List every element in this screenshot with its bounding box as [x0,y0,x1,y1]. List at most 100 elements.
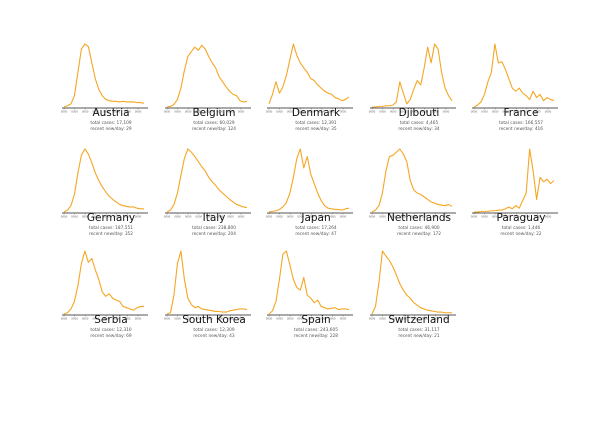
x-tick-label: 0000 [71,109,78,113]
x-tick-label: 0000 [238,109,245,113]
x-tick-label: 0000 [432,109,439,113]
x-tick-label: 0000 [379,109,386,113]
x-tick-label: 0000 [114,109,121,113]
chart-plot: 0000 0000 0000 0000 0000 0000 0000 0000 [164,44,251,113]
x-tick-label: 0000 [287,109,294,113]
x-tick-label: 0000 [422,214,429,218]
country-title: Spain [301,314,331,326]
x-tick-label: 0000 [103,109,110,113]
country-title: South Korea [182,314,246,326]
x-tick-label: 0000 [61,109,68,113]
country-title: Paraguay [496,212,546,224]
x-tick-label: 0000 [340,109,347,113]
country-title: Belgium [192,107,236,119]
country-panel-austria: 0000 0000 0000 0000 0000 0000 0000 0000 Austria t… [61,42,160,137]
country-panel-djibouti: 0000 0000 0000 0000 0000 0000 0000 0000 Djibouti… [369,42,468,137]
recent-new-per-day-label: recent new/day: 22 [500,231,542,237]
x-tick-label: 0000 [390,109,397,113]
chart-plot: 0000 0000 0000 0000 0000 0000 0000 0000 [164,148,251,218]
country-title: Japan [301,212,331,224]
x-tick-label: 0000 [379,316,386,320]
x-tick-label: 0000 [297,316,304,320]
country-panel-japan: 0000 0000 0000 0000 0000 0000 0000 0000 Japan tot… [266,147,365,242]
x-tick-label: 0000 [432,214,439,218]
chart-plot: 0000 0000 0000 0000 0000 0000 0000 0000 [61,250,148,320]
x-tick-label: 0000 [82,316,89,320]
series-line [63,250,144,315]
chart-plot: 0000 0000 0000 0000 0000 0000 0000 0000 [471,148,558,218]
series-line [474,148,555,213]
chart-plot: 0000 0000 0000 0000 0000 0000 0000 0000 [369,43,456,113]
country-title: Switzerland [388,314,450,326]
x-tick-label: 0000 [114,316,121,320]
series-line [166,148,248,213]
recent-new-per-day-label: recent new/day: 47 [295,231,337,237]
x-tick-label: 0000 [164,214,171,218]
total-cases-label: total cases: 60,029 [193,121,235,126]
x-tick-label: 0000 [513,214,520,218]
series-line [372,43,453,108]
x-tick-label: 0000 [329,214,336,218]
country-title: Djibouti [398,107,440,119]
chart-plot: 0000 0000 0000 0000 0000 0000 0000 0000 [471,43,558,113]
country-panel-belgium: 0000 0000 0000 0000 0000 0000 0000 0000 Belgium t… [164,42,263,137]
x-tick-label: 0000 [164,316,171,320]
country-panel-spain: 0000 0000 0000 0000 0000 0000 0000 0000 Spain tot… [266,249,365,344]
x-tick-label: 0000 [114,214,121,218]
x-tick-label: 0000 [227,109,234,113]
series-line [268,43,350,105]
x-tick-label: 0000 [297,214,304,218]
x-tick-label: 0000 [400,214,407,218]
x-tick-label: 0000 [319,214,326,218]
country-panel-italy: 0000 0000 0000 0000 0000 0000 0000 0000 Italy tot… [164,147,263,242]
x-tick-label: 0000 [124,109,131,113]
series-line [371,250,452,315]
x-tick-label: 0000 [124,316,131,320]
x-tick-label: 0000 [471,214,478,218]
country-title: Austria [92,107,130,119]
recent-new-per-day-label: recent new/day: 124 [191,126,237,132]
series-line [371,148,453,213]
recent-new-per-day-label: recent new/day: 69 [90,333,132,339]
series-line [63,148,144,213]
country-title: Netherlands [386,212,451,224]
chart-plot: 0000 0000 0000 0000 0000 0000 0000 0000 [266,43,353,113]
chart-plot: 0000 0000 0000 0000 0000 0000 0000 0000 [266,250,353,320]
x-tick-label: 0000 [534,109,541,113]
country-panel-netherlands: 0000 0000 0000 0000 0000 0000 0000 0000 Netherla… [369,147,468,242]
chart-plot: 0000 0000 0000 0000 0000 0000 0000 0000 [369,250,456,320]
country-title: Serbia [94,314,128,326]
series-line [268,250,350,315]
x-tick-label: 0000 [379,214,386,218]
x-tick-label: 0000 [71,214,78,218]
x-tick-label: 0000 [195,316,202,320]
x-tick-label: 0000 [443,109,450,113]
x-tick-label: 0000 [276,214,283,218]
x-tick-label: 0000 [174,214,181,218]
x-tick-label: 0000 [103,316,110,320]
chart-plot: 0000 0000 0000 0000 0000 0000 0000 0000 [61,43,148,113]
x-tick-label: 0000 [82,214,89,218]
total-cases-label: total cases: 31,117 [398,328,440,333]
total-cases-label: total cases: 166,557 [499,121,543,126]
x-tick-label: 0000 [238,316,245,320]
x-tick-label: 0000 [524,214,531,218]
x-tick-label: 0000 [238,214,245,218]
recent-new-per-day-label: recent new/day: 172 [396,231,442,237]
x-tick-label: 0000 [492,214,499,218]
series-line [473,43,555,108]
x-tick-label: 0000 [135,109,142,113]
country-title: France [503,107,539,119]
total-cases-label: total cases: 17,109 [90,121,132,126]
x-tick-label: 0000 [432,316,439,320]
x-tick-label: 0000 [308,214,315,218]
x-tick-label: 0000 [61,316,68,320]
x-tick-label: 0000 [135,316,142,320]
x-tick-label: 0000 [340,316,347,320]
x-tick-label: 0000 [400,316,407,320]
total-cases-label: total cases: 243,605 [294,328,338,333]
x-tick-label: 0000 [195,214,202,218]
x-tick-label: 0000 [206,316,213,320]
x-tick-label: 0000 [369,316,376,320]
total-cases-label: total cases: 46,900 [398,226,440,231]
